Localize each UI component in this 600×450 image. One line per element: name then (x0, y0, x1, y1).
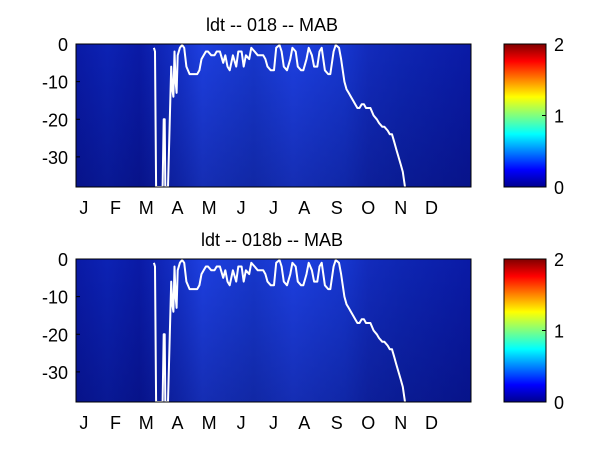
y-tick-label: -10 (42, 288, 68, 308)
axis-frame (75, 43, 472, 188)
colorbar: 0 1 2 (503, 35, 564, 198)
axis-frame (75, 258, 472, 403)
x-tick-label: J (79, 413, 88, 433)
y-tick-label: -10 (42, 73, 68, 93)
x-tick-label: O (361, 198, 375, 218)
x-tick-label: A (298, 198, 310, 218)
x-tick-label: D (425, 198, 438, 218)
y-tick-label: 0 (58, 35, 68, 55)
colorbar-tick-label: 1 (554, 107, 564, 127)
colorbar-tick-label: 0 (554, 393, 564, 413)
x-tick-label: J (269, 413, 278, 433)
x-tick-label: N (394, 413, 407, 433)
colorbar-tick-label: 0 (554, 178, 564, 198)
x-tick-label: M (139, 413, 154, 433)
x-tick-label: F (110, 413, 121, 433)
contour-line (152, 259, 406, 403)
plot-area: 0-10-20-30J F M A M J J A S O N D (42, 35, 472, 218)
heatmap-panel-2: ldt -- 018b -- MAB 0-10-20-30J F M A M J J A S O N… (42, 230, 564, 433)
x-tick-label: J (237, 413, 246, 433)
colorbar-gradient (503, 258, 547, 403)
plot-area: 0-10-20-30J F M A M J J A S O N D (42, 250, 472, 433)
y-tick-label: -30 (42, 363, 68, 383)
y-tick-label: -30 (42, 148, 68, 168)
x-tick-label: J (269, 198, 278, 218)
colorbar-tick-label: 1 (554, 322, 564, 342)
x-tick-label: O (361, 413, 375, 433)
y-tick-label: 0 (58, 250, 68, 270)
contour-line (152, 44, 406, 188)
x-tick-label: F (110, 198, 121, 218)
x-tick-label: M (139, 198, 154, 218)
y-tick-label: -20 (42, 110, 68, 130)
x-tick-label: A (298, 413, 310, 433)
x-tick-label: M (202, 413, 217, 433)
x-tick-label: N (394, 198, 407, 218)
colorbar: 0 1 2 (503, 250, 564, 413)
x-tick-label: S (331, 413, 343, 433)
x-tick-label: J (237, 198, 246, 218)
chart-title: ldt -- 018 -- MAB (206, 15, 338, 35)
colorbar-gradient (503, 43, 547, 188)
x-tick-label: A (172, 198, 184, 218)
x-tick-label: S (331, 198, 343, 218)
x-tick-label: J (79, 198, 88, 218)
colorbar-tick-label: 2 (554, 35, 564, 55)
heatmap-panel-1: ldt -- 018 -- MAB 0-10-20-30J F M A M J J A S O N D… (42, 15, 564, 218)
x-tick-label: D (425, 413, 438, 433)
y-tick-label: -20 (42, 325, 68, 345)
x-tick-label: M (202, 198, 217, 218)
colorbar-tick-label: 2 (554, 250, 564, 270)
chart-title: ldt -- 018b -- MAB (201, 230, 343, 250)
x-tick-label: A (172, 413, 184, 433)
